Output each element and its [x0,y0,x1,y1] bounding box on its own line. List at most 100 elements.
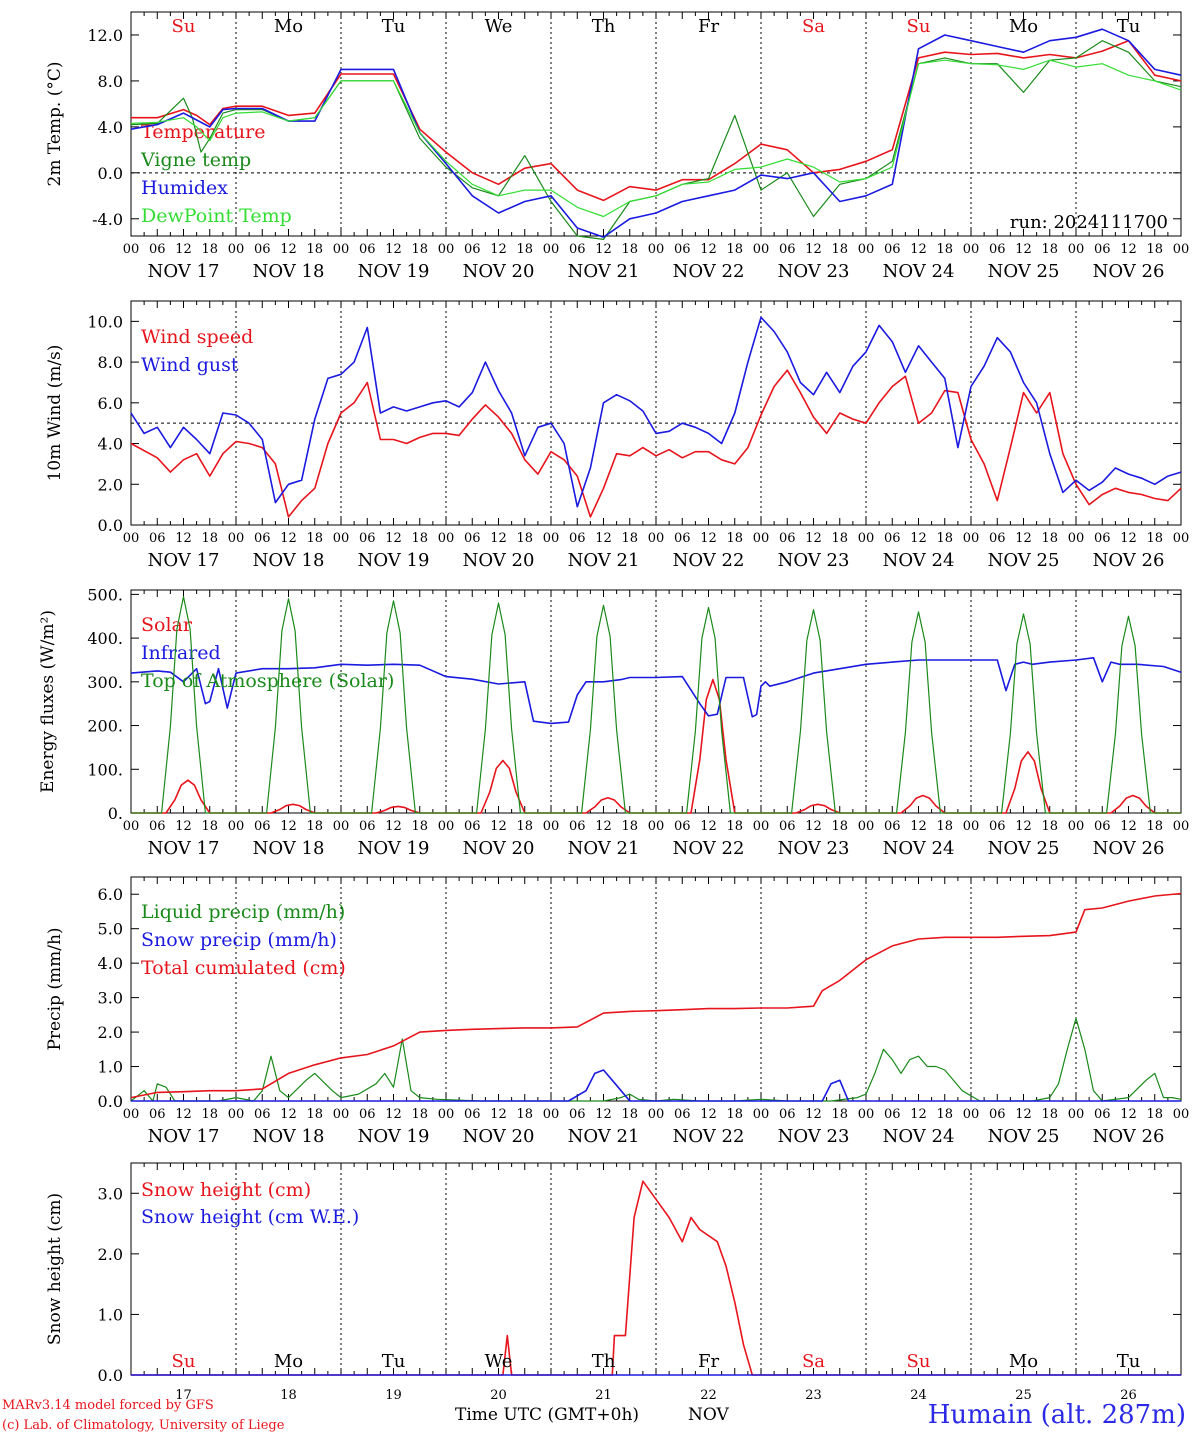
date-label: NOV 25 [988,261,1060,282]
hour-tick-label: 06 [884,1107,901,1122]
hour-tick-label: 06 [254,1107,271,1122]
hour-tick-label: 06 [674,1107,691,1122]
hour-tick-label: 00 [1173,1107,1190,1122]
hour-tick-label: 12 [805,242,822,257]
series-line-wind-speed [130,369,1182,518]
hour-tick-label: 06 [254,819,271,834]
y-tick-label: 8.0 [98,72,123,91]
hour-tick-label: 00 [648,1107,665,1122]
y-tick-label: 2.0 [98,1023,123,1042]
hour-tick-label: 00 [333,531,350,546]
hour-tick-label: 00 [1068,1107,1085,1122]
hour-tick-label: 06 [149,531,166,546]
legend-entry: Wind gust [141,354,239,376]
y-tick-label: 2.0 [98,1245,123,1264]
hour-tick-label: 00 [438,1107,455,1122]
date-label: NOV 22 [673,550,745,571]
hour-tick-label: 00 [1173,242,1190,257]
hour-tick-label: 18 [306,819,323,834]
hour-tick-label: 18 [936,242,953,257]
legend-entry: DewPoint Temp [141,205,292,227]
hour-tick-label: 06 [989,819,1006,834]
legend-entry: Infrared [141,642,221,664]
hour-tick-label: 12 [910,242,927,257]
day-number-label: 21 [595,1388,612,1400]
series-line-total-cumulated-cm- [130,892,1182,1099]
legend-entry: Snow height (cm) [141,1179,311,1201]
y-axis-label: Energy fluxes (W/m²) [38,610,58,793]
day-number-label: 19 [385,1388,402,1400]
date-label: NOV 17 [148,1126,220,1147]
weekday-label: Fr [698,16,719,37]
hour-tick-label: 00 [648,531,665,546]
hour-tick-label: 06 [779,1107,796,1122]
weekday-label: Tu [1117,16,1141,37]
hour-tick-label: 18 [726,819,743,834]
date-label: NOV 21 [568,261,640,282]
hour-tick-label: 00 [438,242,455,257]
hour-tick-label: 12 [1015,819,1032,834]
hour-tick-label: 00 [1068,531,1085,546]
weekday-label: Su [907,1351,931,1372]
hour-tick-label: 12 [1120,819,1137,834]
y-tick-label: 100. [87,760,123,779]
hour-tick-label: 06 [1094,819,1111,834]
weekday-label: We [485,1351,513,1372]
hour-tick-label: 00 [1173,819,1190,834]
weekday-label: Tu [1117,1351,1141,1372]
y-axis-label: Snow height (cm) [45,1193,65,1345]
date-label: NOV 26 [1093,838,1165,859]
hour-tick-label: 00 [228,531,245,546]
date-label: NOV 20 [463,838,535,859]
hour-tick-label: 06 [884,819,901,834]
date-label: NOV 20 [463,261,535,282]
hour-tick-label: 12 [1015,1107,1032,1122]
hour-tick-label: 06 [779,531,796,546]
model-credit: MARv3.14 model forced by GFS [2,1398,214,1413]
copyright-credit: (c) Lab. of Climatology, University of L… [2,1418,285,1433]
hour-tick-label: 18 [411,819,428,834]
y-tick-label: 0.0 [98,1092,123,1111]
date-label: NOV 18 [253,261,325,282]
date-label: NOV 22 [673,838,745,859]
hour-tick-label: 00 [963,819,980,834]
weekday-label: Su [172,1351,196,1372]
hour-tick-label: 00 [543,531,560,546]
hour-tick-label: 12 [175,531,192,546]
hour-tick-label: 12 [595,531,612,546]
y-tick-label: 4.0 [98,118,123,137]
y-tick-label: 12.0 [87,26,123,45]
series-line-wind-gust [130,316,1182,508]
hour-tick-label: 06 [779,242,796,257]
hour-tick-label: 12 [700,242,717,257]
hour-tick-label: 12 [1015,242,1032,257]
hour-tick-label: 18 [201,1107,218,1122]
hour-tick-label: 00 [753,242,770,257]
hour-tick-label: 06 [254,531,271,546]
date-label: NOV 25 [988,550,1060,571]
hour-tick-label: 12 [175,242,192,257]
date-label: NOV 21 [568,838,640,859]
hour-tick-label: 06 [569,531,586,546]
hour-tick-label: 00 [333,1107,350,1122]
y-tick-label: 8.0 [98,353,123,372]
hour-tick-label: 12 [910,819,927,834]
hour-tick-label: 12 [490,242,507,257]
hour-tick-label: 06 [989,1107,1006,1122]
hour-tick-label: 06 [569,242,586,257]
date-label: NOV 18 [253,838,325,859]
hour-tick-label: 12 [910,531,927,546]
hour-tick-label: 06 [464,242,481,257]
weekday-label: Fr [698,1351,719,1372]
series-line-liquid-precip-mm-h- [130,1017,1182,1102]
hour-tick-label: 06 [989,242,1006,257]
y-tick-label: 4.0 [98,954,123,973]
hour-tick-label: 00 [648,819,665,834]
legend-entry: Solar [141,614,193,636]
hour-tick-label: 12 [385,819,402,834]
hour-tick-label: 12 [280,819,297,834]
date-label: NOV 26 [1093,1126,1165,1147]
date-label: NOV 19 [358,1126,430,1147]
hour-tick-label: 00 [1068,242,1085,257]
date-label: NOV 19 [358,550,430,571]
